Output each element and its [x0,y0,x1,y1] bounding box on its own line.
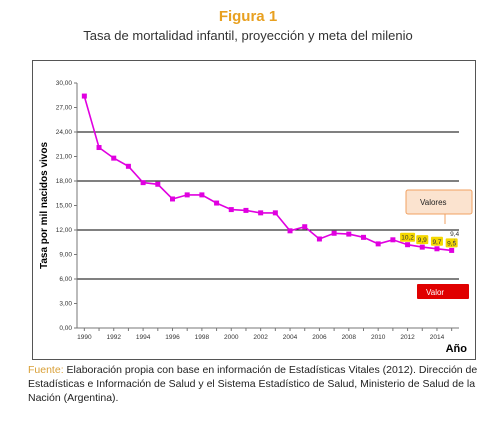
data-point [272,210,278,216]
data-point [346,231,352,237]
y-tick-label: 0,00 [59,325,72,332]
x-tick-label: 1996 [165,334,180,341]
y-tick-label: 30,00 [56,80,73,87]
data-point [199,192,205,198]
y-tick-label: 12,00 [56,227,73,234]
values-callout-box [405,189,473,215]
data-point [258,210,264,216]
value-callout-box [417,284,469,299]
x-axis-title: Año [446,343,468,355]
line-chart: 0,00 3,00 6,00 9,00 12,00 15,00 18,00 21,00 24,0… [39,80,473,355]
data-point [184,192,190,198]
x-tick-label: 1992 [106,334,121,341]
value-label-box [430,236,443,246]
y-tick-label: 24,00 [56,129,73,136]
x-tick-label: 1990 [77,334,92,341]
data-point [243,207,249,213]
value-label: 10,2 [401,235,414,242]
x-tick-label: 2006 [312,334,327,341]
data-point [228,207,234,213]
data-point [155,181,161,187]
y-tick-label: 27,00 [56,105,73,112]
x-tick-label: 2012 [400,334,415,341]
data-point [405,242,411,248]
y-tick-label: 9,00 [59,252,72,259]
data-point [140,180,146,186]
x-tick-label: 2004 [283,334,298,341]
y-tick-label: 21,00 [56,154,73,161]
data-point [361,234,366,240]
value-label-box [416,235,429,245]
data-point [125,163,131,169]
y-tick-label: 18,00 [56,178,73,185]
x-tick-label: 2002 [253,334,268,341]
y-tick-label: 6,00 [59,276,72,283]
data-point [81,93,87,99]
x-tick-label: 2008 [342,334,357,341]
y-tick-label: 15,00 [56,203,73,210]
figure-subtitle: Tasa de mortalidad infantil, proyección … [83,28,413,43]
source-text: Elaboración propia con base en informaci… [28,364,478,404]
data-point [214,200,220,206]
data-point [331,230,337,236]
data-point [434,246,440,252]
source-note: Fuente: Elaboración propia con base en i… [28,363,478,405]
source-label: Fuente: [28,364,64,376]
chart-frame: 0,00 3,00 6,00 9,00 12,00 15,00 18,00 21,00 24,0… [32,60,476,360]
data-point [302,224,308,230]
goal-value-label: 9,4 [450,231,459,238]
data-point [449,247,455,253]
data-point [375,241,381,247]
x-tick-label: 1994 [136,334,151,341]
y-axis-title: Tasa por mil nacidos vivos [39,142,50,270]
x-tick-label: 2014 [430,334,445,341]
x-tick-label: 1998 [195,334,210,341]
value-label: 9,9 [418,237,427,244]
data-point [111,155,117,161]
x-tick-label: 2000 [224,334,239,341]
data-point [170,196,175,202]
x-tick-label: 2010 [371,334,386,341]
value-label: 9,7 [432,239,441,246]
data-point [316,236,322,242]
y-tick-label: 3,00 [59,301,72,308]
value-label: 9,5 [447,240,456,247]
data-point [96,145,102,151]
series-line [83,95,452,252]
values-callout-label: Valores [420,198,447,207]
data-point [287,228,293,234]
value-callout-label: Valor [426,288,444,297]
data-point [390,237,396,243]
value-label-box [400,232,416,242]
data-point [419,244,425,250]
figure-label: Figura 1 [218,8,278,25]
